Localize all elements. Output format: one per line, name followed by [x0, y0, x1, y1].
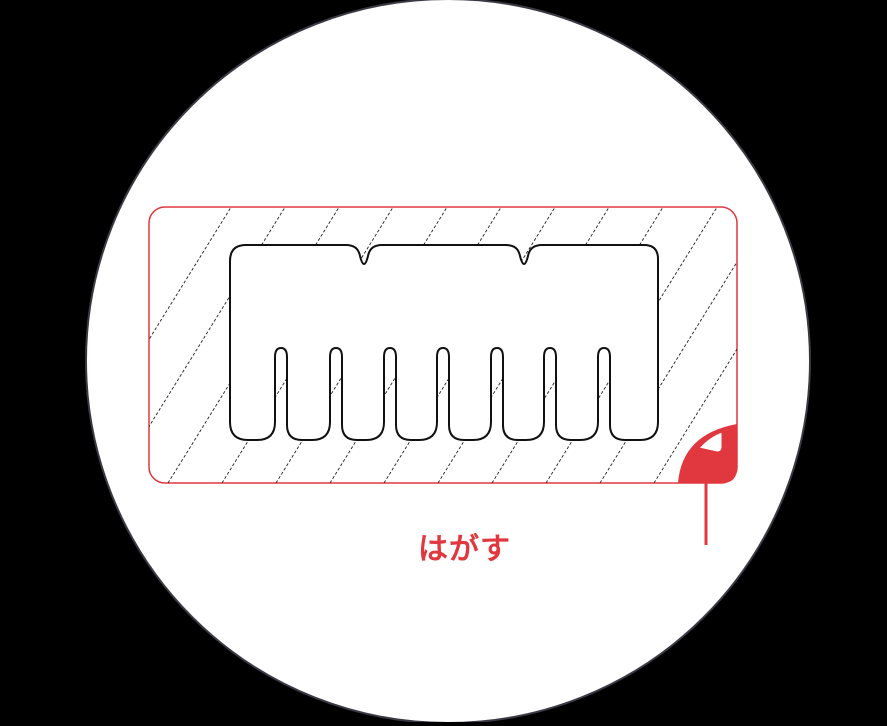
- hatch-line: [870, 207, 887, 483]
- product-outline: [229, 244, 659, 441]
- peel-instruction-label: はがす: [418, 532, 511, 567]
- hatch-line: [599, 207, 737, 483]
- hatch-line: [816, 207, 887, 483]
- hatch-line: [149, 207, 232, 483]
